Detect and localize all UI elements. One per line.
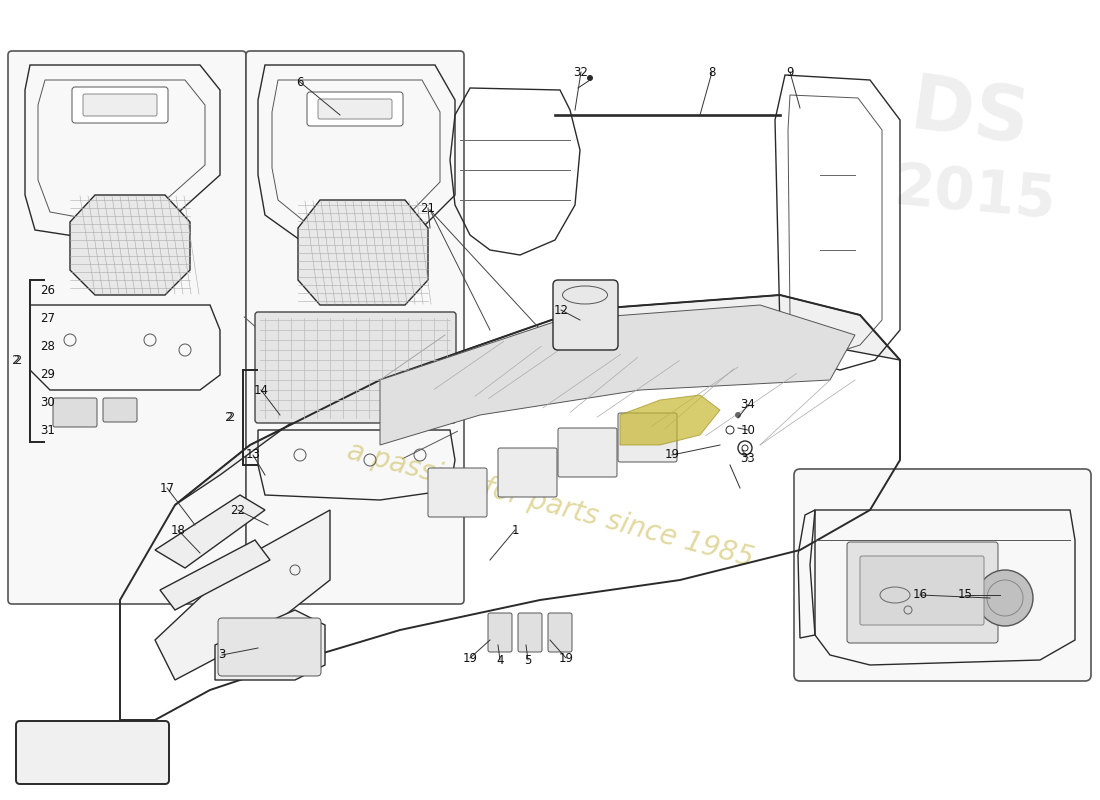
Text: 30: 30	[41, 397, 55, 410]
Text: 2: 2	[227, 411, 235, 424]
Text: 2: 2	[224, 411, 233, 424]
FancyBboxPatch shape	[307, 92, 403, 126]
Text: 21: 21	[420, 202, 436, 214]
FancyBboxPatch shape	[72, 87, 168, 123]
FancyBboxPatch shape	[82, 94, 157, 116]
FancyBboxPatch shape	[246, 51, 464, 604]
Polygon shape	[214, 610, 324, 680]
Text: 10: 10	[740, 423, 756, 437]
Text: 16: 16	[913, 589, 927, 602]
FancyBboxPatch shape	[558, 428, 617, 477]
FancyBboxPatch shape	[255, 312, 456, 423]
Text: 12: 12	[553, 303, 569, 317]
FancyBboxPatch shape	[318, 99, 392, 119]
Polygon shape	[160, 540, 270, 610]
Text: 13: 13	[245, 449, 261, 462]
Text: 32: 32	[573, 66, 588, 78]
FancyBboxPatch shape	[218, 618, 321, 676]
Polygon shape	[175, 295, 900, 505]
Polygon shape	[379, 305, 855, 445]
Text: 18: 18	[170, 523, 186, 537]
Text: 19: 19	[559, 651, 573, 665]
FancyBboxPatch shape	[847, 542, 998, 643]
FancyBboxPatch shape	[548, 613, 572, 652]
Text: 19: 19	[462, 651, 477, 665]
Text: 8: 8	[708, 66, 716, 78]
FancyBboxPatch shape	[8, 51, 246, 604]
Text: 33: 33	[740, 451, 756, 465]
FancyBboxPatch shape	[518, 613, 542, 652]
Text: 4: 4	[496, 654, 504, 666]
Polygon shape	[298, 200, 428, 305]
Text: 26: 26	[41, 283, 55, 297]
Polygon shape	[155, 495, 265, 568]
FancyBboxPatch shape	[103, 398, 138, 422]
Circle shape	[587, 75, 593, 81]
Text: 6: 6	[296, 75, 304, 89]
FancyBboxPatch shape	[794, 469, 1091, 681]
FancyBboxPatch shape	[553, 280, 618, 350]
Text: 2: 2	[12, 354, 20, 367]
Text: DS: DS	[906, 70, 1034, 160]
Text: 29: 29	[41, 369, 55, 382]
Text: 22: 22	[231, 503, 245, 517]
FancyBboxPatch shape	[860, 556, 984, 625]
Circle shape	[977, 570, 1033, 626]
Text: 34: 34	[740, 398, 756, 411]
Text: 31: 31	[41, 423, 55, 437]
Text: 19: 19	[664, 449, 680, 462]
Text: 2: 2	[13, 354, 22, 367]
Polygon shape	[155, 510, 330, 680]
FancyBboxPatch shape	[16, 721, 169, 784]
Text: 15: 15	[958, 589, 972, 602]
Text: 1: 1	[512, 523, 519, 537]
Text: 17: 17	[160, 482, 175, 494]
Text: 2015: 2015	[892, 159, 1058, 230]
Text: 9: 9	[786, 66, 794, 78]
Text: 28: 28	[41, 341, 55, 354]
Polygon shape	[620, 395, 721, 445]
Circle shape	[735, 412, 741, 418]
FancyBboxPatch shape	[488, 613, 512, 652]
FancyBboxPatch shape	[428, 468, 487, 517]
Text: 14: 14	[253, 383, 268, 397]
FancyBboxPatch shape	[53, 398, 97, 427]
Polygon shape	[70, 195, 190, 295]
FancyBboxPatch shape	[618, 413, 676, 462]
FancyBboxPatch shape	[498, 448, 557, 497]
Text: 5: 5	[525, 654, 531, 666]
Text: 27: 27	[41, 311, 55, 325]
Text: a passion for parts since 1985: a passion for parts since 1985	[343, 437, 757, 573]
Text: 3: 3	[218, 649, 226, 662]
